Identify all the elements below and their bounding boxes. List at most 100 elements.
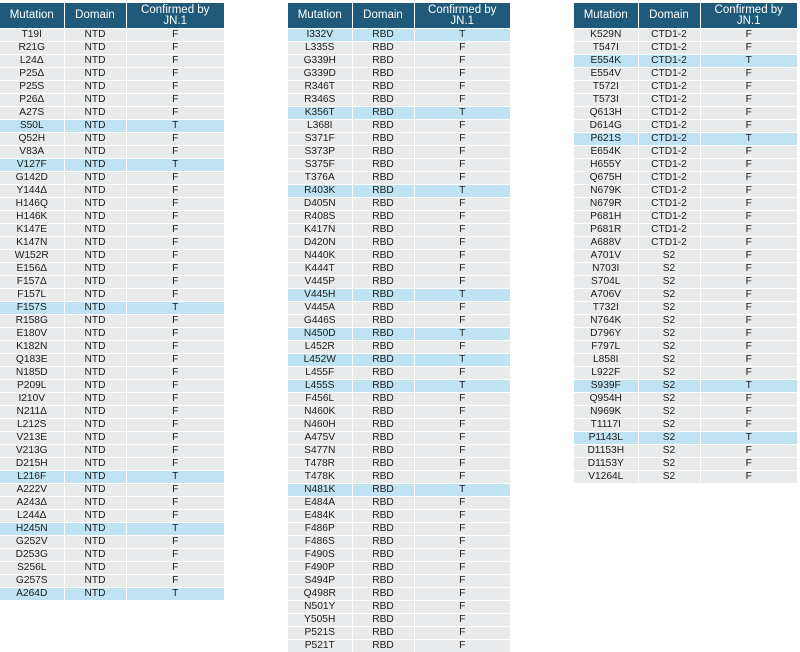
confirmed-cell: F: [126, 262, 224, 276]
mutation-cell: L244Δ: [0, 509, 65, 523]
domain-cell: RBD: [352, 613, 415, 627]
domain-cell: NTD: [64, 522, 127, 536]
confirmed-cell: F: [700, 301, 797, 315]
confirmed-cell: F: [414, 197, 510, 211]
confirmed-cell: F: [414, 522, 510, 536]
confirmed-cell: F: [126, 366, 224, 380]
domain-cell: CTD1-2: [638, 171, 701, 185]
table-row: T547I CTD1-2 F: [574, 41, 797, 55]
confirmed-cell: F: [414, 548, 510, 562]
mutation-cell: F490S: [288, 548, 353, 562]
mutation-cell: Q954H: [574, 392, 639, 406]
confirmed-cell: F: [414, 275, 510, 289]
table-row: G446S RBD F: [288, 314, 510, 328]
domain-cell: NTD: [64, 496, 127, 510]
domain-header: Domain: [638, 3, 701, 29]
confirmed-cell: F: [126, 275, 224, 289]
table-row: F157Δ NTD F: [0, 275, 224, 289]
domain-cell: RBD: [352, 431, 415, 445]
table-row: W152R NTD F: [0, 249, 224, 263]
mutation-cell: N460K: [288, 405, 353, 419]
table-row: T732I S2 F: [574, 301, 797, 315]
domain-cell: NTD: [64, 54, 127, 68]
confirmed-cell: F: [126, 41, 224, 55]
mutation-cell: D405N: [288, 197, 353, 211]
domain-cell: CTD1-2: [638, 67, 701, 81]
domain-cell: RBD: [352, 561, 415, 575]
table-row: H655Y CTD1-2 F: [574, 158, 797, 172]
confirmed-cell: F: [700, 457, 797, 471]
table-row: E156Δ NTD F: [0, 262, 224, 276]
confirmed-cell: F: [700, 314, 797, 328]
confirmed-cell: F: [126, 171, 224, 185]
mutation-cell: R346T: [288, 80, 353, 94]
mutation-cell: P681R: [574, 223, 639, 237]
confirmed-cell: F: [414, 340, 510, 354]
confirmed-cell: F: [700, 418, 797, 432]
confirmed-cell: F: [126, 561, 224, 575]
domain-cell: S2: [638, 262, 701, 276]
mutation-cell: F490P: [288, 561, 353, 575]
domain-cell: RBD: [352, 535, 415, 549]
domain-cell: RBD: [352, 119, 415, 133]
table-row: Q498R RBD F: [288, 587, 510, 601]
mutation-cell: T19I: [0, 28, 65, 42]
mutation-cell: Q675H: [574, 171, 639, 185]
domain-cell: RBD: [352, 444, 415, 458]
domain-cell: RBD: [352, 418, 415, 432]
mutation-cell: N703I: [574, 262, 639, 276]
confirmed-cell: F: [414, 535, 510, 549]
confirmed-cell: F: [126, 80, 224, 94]
domain-cell: RBD: [352, 145, 415, 159]
mutation-cell: S373P: [288, 145, 353, 159]
table-row: N211Δ NTD F: [0, 405, 224, 419]
confirmed-cell: F: [126, 249, 224, 263]
table-row: A264D NTD T: [0, 587, 224, 600]
domain-cell: S2: [638, 470, 701, 483]
table-row: Y505H RBD F: [288, 613, 510, 627]
domain-cell: RBD: [352, 366, 415, 380]
mutation-cell: K182N: [0, 340, 65, 354]
domain-cell: NTD: [64, 223, 127, 237]
domain-cell: S2: [638, 327, 701, 341]
table-row: K147E NTD F: [0, 223, 224, 237]
mutation-cell: S375F: [288, 158, 353, 172]
domain-cell: S2: [638, 392, 701, 406]
domain-cell: CTD1-2: [638, 158, 701, 172]
mutation-cell: L455S: [288, 379, 353, 393]
table-row: Q613H CTD1-2 F: [574, 106, 797, 120]
confirmed-cell: F: [126, 197, 224, 211]
table-row: S494P RBD F: [288, 574, 510, 588]
domain-cell: RBD: [352, 483, 415, 497]
mutation-cell: L858I: [574, 353, 639, 367]
confirmed-cell: F: [700, 405, 797, 419]
mutation-cell: H146Q: [0, 197, 65, 211]
confirmed-cell: F: [700, 366, 797, 380]
table-row: Q52H NTD F: [0, 132, 224, 146]
mutation-cell: T732I: [574, 301, 639, 315]
domain-cell: CTD1-2: [638, 106, 701, 120]
mutation-cell: N679K: [574, 184, 639, 198]
domain-cell: RBD: [352, 639, 415, 652]
mutation-cell: D614G: [574, 119, 639, 133]
mutation-cell: P621S: [574, 132, 639, 146]
domain-cell: NTD: [64, 275, 127, 289]
confirmed-cell: F: [126, 418, 224, 432]
mutation-header: Mutation: [0, 3, 65, 29]
table-row: T478K RBD F: [288, 470, 510, 484]
mutation-cell: V83A: [0, 145, 65, 159]
confirmed-cell: F: [414, 132, 510, 146]
table-row: S477N RBD F: [288, 444, 510, 458]
domain-cell: RBD: [352, 574, 415, 588]
table-row: A701V S2 F: [574, 249, 797, 263]
confirmed-cell: F: [414, 236, 510, 250]
confirmed-cell: F: [126, 236, 224, 250]
confirmed-cell: T: [700, 132, 797, 146]
table-row: N460H RBD F: [288, 418, 510, 432]
domain-cell: NTD: [64, 93, 127, 107]
table-row: D420N RBD F: [288, 236, 510, 250]
mutation-cell: N679R: [574, 197, 639, 211]
domain-cell: S2: [638, 457, 701, 471]
mutation-cell: Q613H: [574, 106, 639, 120]
table-row: A27S NTD F: [0, 106, 224, 120]
